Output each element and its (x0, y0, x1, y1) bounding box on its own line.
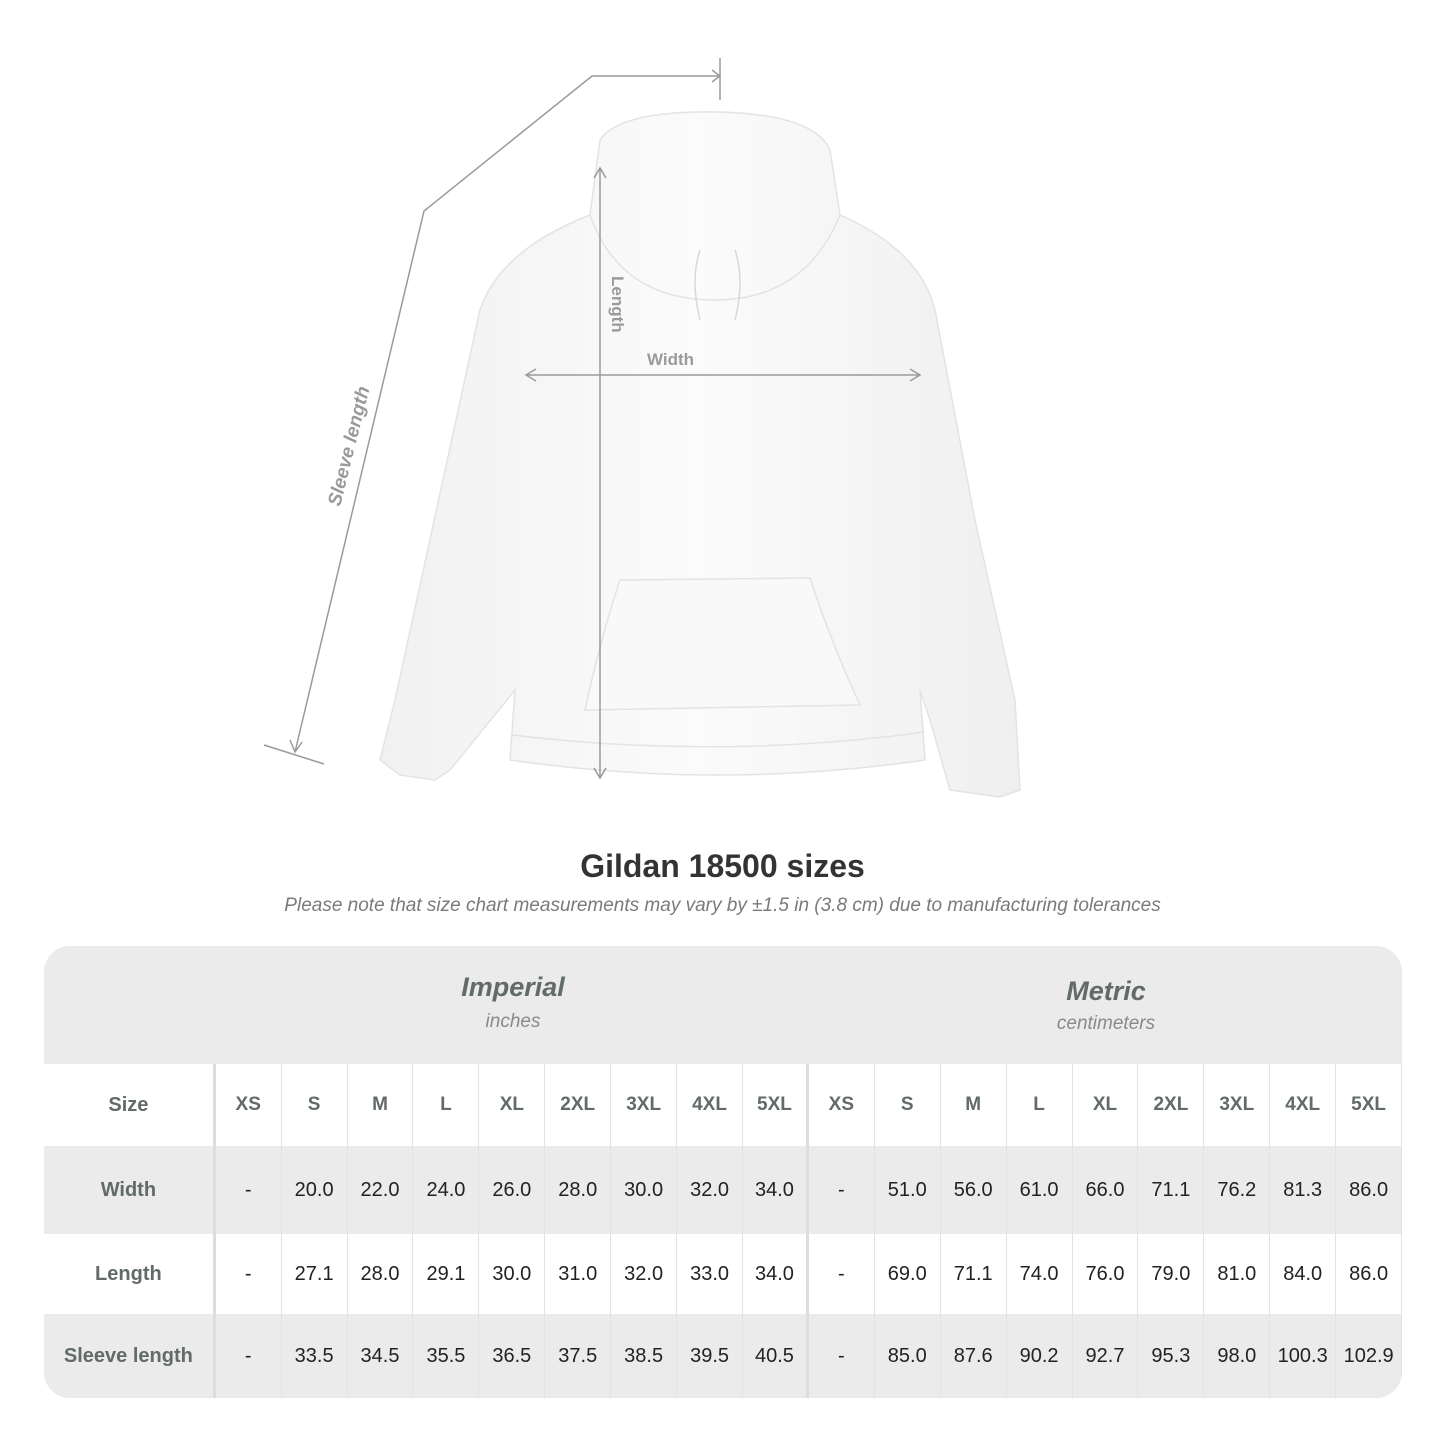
imperial-value-cell: 28.0 (545, 1146, 612, 1234)
imperial-value-cell: 38.5 (611, 1314, 678, 1398)
width-label: Width (647, 350, 694, 369)
imperial-value-cell: 31.0 (545, 1234, 612, 1314)
row-label: Length (44, 1234, 216, 1314)
metric-value-cell: 61.0 (1007, 1146, 1073, 1234)
metric-value-cell: 76.2 (1204, 1146, 1271, 1234)
metric-size-header: M (941, 1064, 1007, 1146)
imperial-size-header: M (348, 1064, 414, 1146)
imperial-size-header: XS (216, 1064, 282, 1146)
metric-value-cell: 90.2 (1007, 1314, 1073, 1398)
hoodie-image (379, 111, 1021, 798)
metric-size-header: S (875, 1064, 941, 1146)
imperial-size-header: S (282, 1064, 348, 1146)
metric-value-cell: 71.1 (941, 1234, 1007, 1314)
imperial-size-header: 5XL (743, 1064, 809, 1146)
length-label: Length (608, 276, 627, 333)
imperial-value-cell: 24.0 (413, 1146, 480, 1234)
imperial-value-cell: - (216, 1146, 282, 1234)
metric-value-cell: 98.0 (1204, 1314, 1271, 1398)
metric-size-header: 5XL (1336, 1064, 1402, 1146)
metric-value-cell: 92.7 (1073, 1314, 1139, 1398)
imperial-value-cell: 32.0 (677, 1146, 743, 1234)
metric-value-cell: 102.9 (1336, 1314, 1402, 1398)
page-title: Gildan 18500 sizes (580, 848, 865, 884)
imperial-value-cell: 22.0 (348, 1146, 414, 1234)
metric-value-cell: 69.0 (875, 1234, 941, 1314)
imperial-value-cell: 20.0 (282, 1146, 348, 1234)
metric-value-cell: 84.0 (1270, 1234, 1337, 1314)
metric-value-cell: 71.1 (1138, 1146, 1205, 1234)
imperial-header: Imperial inches (216, 946, 810, 1064)
metric-value-cell: - (809, 1146, 875, 1234)
size-header-row: Size XS S M L XL 2XL 3XL 4XL 5XL XS S M L XL 2XL 3XL 4XL 5… (44, 1064, 1402, 1146)
metric-header: Metric centimeters (810, 946, 1402, 1064)
imperial-size-header: 3XL (611, 1064, 678, 1146)
imperial-title: Imperial (461, 972, 565, 1002)
imperial-value-cell: 30.0 (479, 1234, 546, 1314)
metric-title: Metric (1066, 976, 1146, 1006)
imperial-value-cell: 33.5 (282, 1314, 348, 1398)
metric-value-cell: 81.0 (1204, 1234, 1271, 1314)
metric-value-cell: 86.0 (1336, 1234, 1402, 1314)
row-label: Width (44, 1146, 216, 1234)
imperial-value-cell: 29.1 (413, 1234, 480, 1314)
metric-unit: centimeters (1056, 1013, 1156, 1034)
table-row: Width -20.0 22.0 24.0 26.0 28.0 30.0 32.0 34.0-5… (44, 1146, 1402, 1234)
imperial-value-cell: 34.0 (743, 1234, 809, 1314)
table-row: Sleeve length -33.5 34.5 35.5 36.5 37.5 38.5 39… (44, 1314, 1402, 1398)
imperial-value-cell: 34.0 (743, 1146, 809, 1234)
imperial-value-cell: - (216, 1314, 282, 1398)
metric-value-cell: 95.3 (1138, 1314, 1205, 1398)
metric-size-header: XL (1073, 1064, 1139, 1146)
metric-size-header: 2XL (1138, 1064, 1205, 1146)
metric-value-cell: 81.3 (1270, 1146, 1337, 1234)
imperial-value-cell: 28.0 (348, 1234, 414, 1314)
imperial-unit: inches (485, 1011, 541, 1032)
metric-value-cell: 56.0 (941, 1146, 1007, 1234)
imperial-value-cell: 33.0 (677, 1234, 743, 1314)
metric-size-header: L (1007, 1064, 1073, 1146)
metric-value-cell: 85.0 (875, 1314, 941, 1398)
imperial-value-cell: 27.1 (282, 1234, 348, 1314)
metric-size-header: XS (809, 1064, 875, 1146)
size-chart-table: Imperial inches Metric centimeters Size X… (44, 946, 1402, 1398)
imperial-value-cell: 26.0 (479, 1146, 546, 1234)
imperial-value-cell: 35.5 (413, 1314, 480, 1398)
metric-value-cell: 74.0 (1007, 1234, 1073, 1314)
row-label: Size (44, 1064, 216, 1146)
imperial-value-cell: 34.5 (348, 1314, 414, 1398)
metric-value-cell: 79.0 (1138, 1234, 1205, 1314)
imperial-size-header: 4XL (677, 1064, 743, 1146)
metric-value-cell: 66.0 (1073, 1146, 1139, 1234)
metric-value-cell: 100.3 (1270, 1314, 1337, 1398)
imperial-size-header: L (413, 1064, 480, 1146)
imperial-value-cell: - (216, 1234, 282, 1314)
tolerance-note: Please note that size chart measurements… (284, 895, 1161, 916)
metric-value-cell: 86.0 (1336, 1146, 1402, 1234)
hoodie-diagram: Length Width Sleeve length (263, 58, 1021, 798)
imperial-size-header: XL (479, 1064, 546, 1146)
metric-value-cell: - (809, 1234, 875, 1314)
imperial-value-cell: 30.0 (611, 1146, 678, 1234)
table-row: Length -27.1 28.0 29.1 30.0 31.0 32.0 33.0 34.0-… (44, 1234, 1402, 1314)
metric-size-header: 4XL (1270, 1064, 1337, 1146)
metric-value-cell: 87.6 (941, 1314, 1007, 1398)
measure-lines (263, 58, 922, 780)
sleeve-length-label: Sleeve length (324, 384, 374, 508)
metric-value-cell: - (809, 1314, 875, 1398)
imperial-value-cell: 40.5 (743, 1314, 809, 1398)
imperial-value-cell: 32.0 (611, 1234, 678, 1314)
row-label: Sleeve length (44, 1314, 216, 1398)
imperial-size-header: 2XL (545, 1064, 612, 1146)
imperial-value-cell: 37.5 (545, 1314, 612, 1398)
imperial-value-cell: 36.5 (479, 1314, 546, 1398)
metric-value-cell: 51.0 (875, 1146, 941, 1234)
imperial-value-cell: 39.5 (677, 1314, 743, 1398)
metric-value-cell: 76.0 (1073, 1234, 1139, 1314)
metric-size-header: 3XL (1204, 1064, 1271, 1146)
